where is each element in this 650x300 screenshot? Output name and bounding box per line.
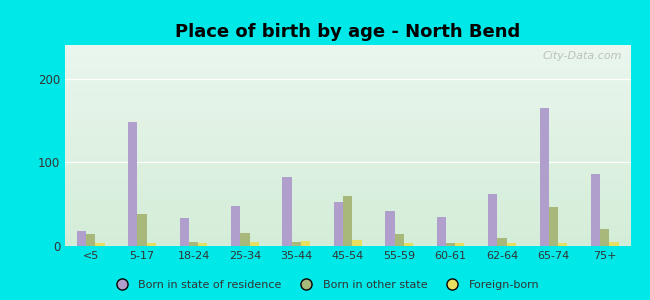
Bar bbox=[395, 234, 404, 246]
Bar bbox=[437, 217, 446, 246]
Bar bbox=[343, 196, 352, 246]
Bar bbox=[497, 238, 506, 246]
Bar bbox=[610, 242, 619, 246]
Bar bbox=[385, 211, 395, 246]
Bar bbox=[488, 194, 497, 246]
Bar bbox=[198, 244, 207, 246]
Bar bbox=[558, 244, 567, 246]
Bar bbox=[591, 174, 600, 246]
Bar bbox=[292, 242, 301, 246]
Bar bbox=[506, 243, 516, 246]
Bar bbox=[352, 240, 361, 246]
Bar bbox=[301, 241, 310, 246]
Bar bbox=[147, 244, 156, 246]
Bar bbox=[96, 243, 105, 246]
Bar bbox=[189, 242, 198, 246]
Bar bbox=[86, 234, 96, 246]
Bar bbox=[128, 122, 138, 246]
Bar bbox=[250, 242, 259, 246]
Bar bbox=[231, 206, 240, 246]
Bar bbox=[540, 108, 549, 246]
Bar bbox=[334, 202, 343, 246]
Text: City-Data.com: City-Data.com bbox=[543, 51, 622, 61]
Bar bbox=[77, 231, 86, 246]
Bar bbox=[179, 218, 189, 246]
Legend: Born in state of residence, Born in other state, Foreign-born: Born in state of residence, Born in othe… bbox=[106, 276, 544, 294]
Bar bbox=[240, 232, 250, 246]
Bar bbox=[404, 244, 413, 246]
Bar bbox=[283, 177, 292, 246]
Bar bbox=[446, 243, 455, 246]
Bar bbox=[549, 208, 558, 246]
Bar bbox=[138, 214, 147, 246]
Title: Place of birth by age - North Bend: Place of birth by age - North Bend bbox=[175, 23, 521, 41]
Bar bbox=[600, 229, 610, 246]
Bar bbox=[455, 244, 465, 246]
